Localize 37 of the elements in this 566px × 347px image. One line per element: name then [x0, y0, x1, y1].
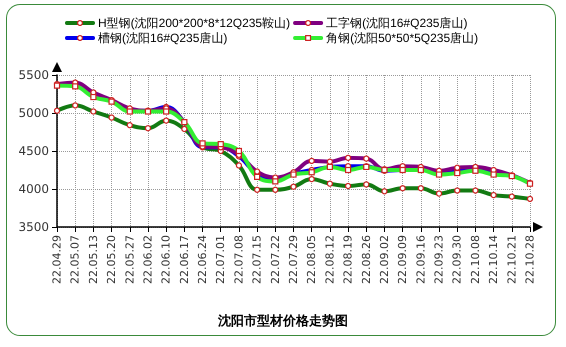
x-tick-label: 22.06.02: [141, 235, 154, 284]
x-tick-label: 22.07.01: [214, 235, 228, 284]
legend-label: 角钢(沈阳50*50*5Q235唐山): [326, 31, 478, 45]
y-tick-label: 5000: [18, 106, 49, 120]
x-tick-label: 22.09.16: [414, 235, 428, 284]
x-tick-label: 22.09.09: [396, 235, 410, 284]
y-tick-label: 5500: [18, 68, 49, 82]
x-tick-label: 22.07.08: [232, 235, 246, 284]
x-tick-label: 22.08.26: [360, 235, 373, 284]
legend-label: 槽钢(沈阳16#Q235唐山): [98, 31, 228, 45]
x-tick-label: 22.08.12: [323, 235, 336, 284]
x-tick-label: 22.08.05: [305, 235, 318, 284]
x-tick-label: 22.04.29: [50, 235, 64, 284]
x-tick-label: 22.05.20: [105, 235, 118, 284]
x-tick-label: 22.07.15: [250, 235, 264, 284]
x-tick-label: 22.06.24: [196, 235, 210, 284]
x-tick-label: 22.09.02: [378, 235, 391, 284]
x-tick-label: 22.05.13: [86, 235, 100, 284]
x-tick-label: 22.06.17: [178, 235, 191, 284]
x-tick-label: 22.10.28: [524, 235, 536, 284]
x-tick-label: 22.06.10: [160, 235, 173, 284]
y-tick-label: 4000: [18, 182, 49, 196]
y-tick-label: 3500: [18, 220, 49, 234]
x-tick-label: 22.10.08: [468, 235, 482, 284]
text: 沈阳市型材价格走势图: [217, 313, 348, 329]
x-tick-label: 22.10.21: [505, 235, 518, 284]
x-tick-label: 22.05.27: [123, 235, 136, 284]
x-tick-label: 22.10.14: [487, 235, 500, 284]
x-tick-label: 22.07.29: [287, 235, 300, 284]
x-tick-label: 22.09.23: [432, 235, 446, 284]
x-tick-label: 22.05.07: [68, 235, 82, 284]
x-tick-label: 22.09.30: [450, 235, 464, 284]
x-tick-label: 22.08.19: [342, 235, 355, 284]
legend-label: 工字钢(沈阳16#Q235唐山): [326, 16, 468, 30]
x-tick-label: 22.07.22: [268, 235, 282, 284]
y-tick-label: 4500: [18, 144, 49, 158]
legend-label: H型钢(沈阳200*200*8*12Q235鞍山): [98, 16, 290, 30]
